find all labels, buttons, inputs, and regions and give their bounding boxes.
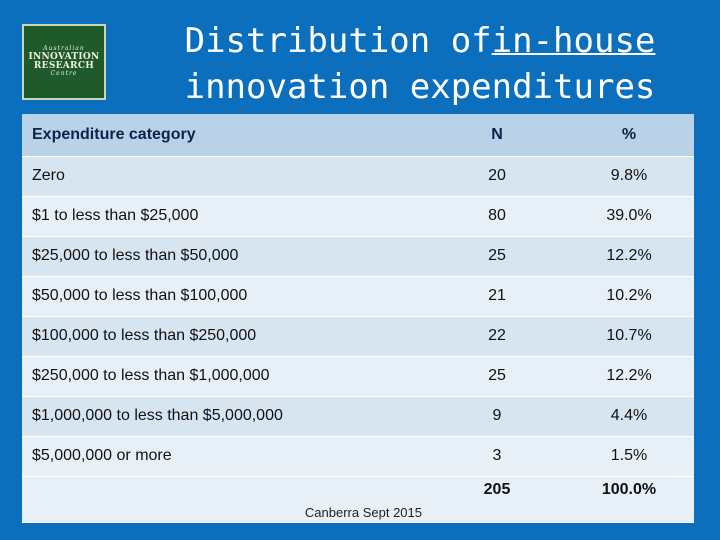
row-category: $1,000,000 to less than $5,000,000 (22, 396, 430, 437)
logo-text-innovation: INNOVATION (28, 51, 100, 62)
logo-text-research: RESEARCH (33, 61, 95, 71)
table-row: $50,000 to less than $100,000 21 10.2% (22, 276, 694, 317)
row-n: 22 (430, 316, 564, 357)
row-n: 25 (430, 356, 564, 397)
row-category: $100,000 to less than $250,000 (22, 316, 430, 357)
row-n: 21 (430, 276, 564, 317)
row-n: 25 (430, 236, 564, 277)
row-percent: 12.2% (564, 236, 694, 277)
table-row: $250,000 to less than $1,000,000 25 12.2… (22, 356, 694, 397)
total-row-label-cell: Canberra Sept 2015 (22, 476, 430, 523)
row-percent: 9.8% (564, 156, 694, 197)
row-percent: 10.2% (564, 276, 694, 317)
header-category: Expenditure category (22, 114, 430, 157)
title-part-a: Distribution of (184, 21, 492, 61)
table-header-row: Expenditure category N % (22, 114, 694, 157)
row-category: $5,000,000 or more (22, 436, 430, 477)
total-n: 205 (430, 476, 564, 523)
row-category: $1 to less than $25,000 (22, 196, 430, 237)
footer-note: Canberra Sept 2015 (304, 504, 422, 520)
row-category: $25,000 to less than $50,000 (22, 236, 430, 277)
row-percent: 1.5% (564, 436, 694, 477)
header-n: N (430, 114, 564, 157)
table-total-row: Canberra Sept 2015 205 100.0% (22, 476, 694, 523)
table-row: $100,000 to less than $250,000 22 10.7% (22, 316, 694, 357)
table-row: $5,000,000 or more 3 1.5% (22, 436, 694, 477)
expenditure-table: Expenditure category N % Zero 20 9.8% $1… (22, 114, 694, 523)
title-line-2: innovation expenditures (184, 67, 656, 107)
table-row: Zero 20 9.8% (22, 156, 694, 197)
row-category: $50,000 to less than $100,000 (22, 276, 430, 317)
row-category: $250,000 to less than $1,000,000 (22, 356, 430, 397)
row-percent: 12.2% (564, 356, 694, 397)
title-line-1: Distribution ofin-house (120, 18, 720, 64)
row-n: 20 (430, 156, 564, 197)
row-n: 80 (430, 196, 564, 237)
logo-text-bottom: Centre (50, 70, 78, 78)
expenditure-table-container: Expenditure category N % Zero 20 9.8% $1… (22, 114, 694, 523)
table-row: $25,000 to less than $50,000 25 12.2% (22, 236, 694, 277)
table-row: $1 to less than $25,000 80 39.0% (22, 196, 694, 237)
table-row: $1,000,000 to less than $5,000,000 9 4.4… (22, 396, 694, 437)
title-part-b: in-house (491, 21, 656, 61)
row-n: 3 (430, 436, 564, 477)
row-n: 9 (430, 396, 564, 437)
total-percent: 100.0% (564, 476, 694, 523)
row-percent: 10.7% (564, 316, 694, 357)
row-percent: 4.4% (564, 396, 694, 437)
row-percent: 39.0% (564, 196, 694, 237)
slide-title: Distribution ofin-house innovation expen… (120, 18, 720, 110)
aiirc-logo: Australian INNOVATION RESEARCH Centre (22, 24, 106, 100)
logo-text-top: Australian (43, 45, 85, 53)
header-percent: % (564, 114, 694, 157)
row-category: Zero (22, 156, 430, 197)
